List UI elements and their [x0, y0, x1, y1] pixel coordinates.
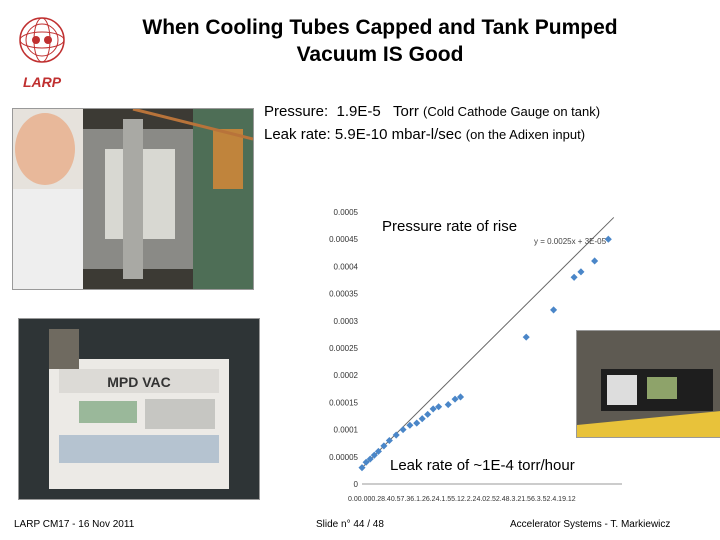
chart-data-point — [358, 464, 366, 472]
chart-x-tick-labels: 0.00.000.28.40.57.36.1.26.24.1.55.12.2.2… — [348, 496, 576, 503]
vacuum-info: Pressure: 1.9E-5 Torr (Cold Cathode Gaug… — [264, 100, 600, 146]
chart-annotation: Leak rate of ~1E-4 torr/hour — [390, 457, 575, 474]
chart-y-tick-label: 0.00045 — [329, 235, 358, 244]
chart-data-point — [577, 268, 585, 276]
magnet-photo — [12, 108, 254, 290]
svg-text:LARP: LARP — [23, 74, 62, 90]
slide-title-line1: When Cooling Tubes Capped and Tank Pumpe… — [142, 16, 618, 39]
pressure-label: Pressure: — [264, 103, 329, 120]
chart-trendline-label: y = 0.0025x + 3E-05 — [534, 237, 607, 246]
chart-data-point — [522, 333, 530, 341]
chart-data-point — [550, 306, 558, 314]
pressure-value: 1.9E-5 — [336, 103, 381, 120]
leak-label: Leak rate: — [264, 126, 331, 143]
chart-y-tick-label: 0.00005 — [329, 453, 358, 462]
chart-data-point — [424, 410, 432, 418]
chart-trendline — [361, 217, 615, 469]
gauge-photo — [576, 330, 720, 438]
chart-data-point — [444, 401, 452, 409]
chart-y-tick-label: 0.0001 — [334, 426, 359, 435]
slide-title: When Cooling Tubes Capped and Tank Pumpe… — [100, 14, 660, 68]
pressure-unit: Torr — [392, 103, 419, 120]
footer-center: Slide n° 44 / 48 — [316, 519, 384, 530]
chart-y-tick-label: 0.00015 — [329, 398, 358, 407]
leak-note: (on the Adixen input) — [465, 127, 586, 142]
chart-y-tick-label: 0 — [354, 480, 359, 489]
chart-data-point — [604, 235, 612, 243]
pressure-chart-svg: 0 0.00005 0.0001 0.00015 0.0002 0.00025 0.0003… — [329, 208, 622, 503]
chart-data-point — [413, 419, 421, 427]
chart-data-point — [399, 426, 407, 434]
pressure-chart: 0 0.00005 0.0001 0.00015 0.0002 0.00025 0.0003… — [312, 200, 672, 508]
pump-photo-graphic: MPD VAC — [19, 319, 259, 499]
pressure-line: Pressure: 1.9E-5 Torr (Cold Cathode Gaug… — [264, 100, 600, 123]
larp-logo: LARP — [14, 14, 70, 94]
chart-data-point — [392, 431, 400, 439]
chart-y-tick-label: 0.0005 — [334, 208, 359, 217]
chart-data-point — [429, 405, 437, 413]
chart-y-tick-label: 0.0003 — [334, 317, 359, 326]
larp-logo-graphic: LARP — [19, 17, 65, 90]
chart-title: Pressure rate of rise — [382, 218, 517, 235]
magnet-photo-graphic — [13, 109, 253, 289]
footer-left: LARP CM17 - 16 Nov 2011 — [14, 519, 135, 530]
chart-y-tick-label: 0.00025 — [329, 344, 358, 353]
svg-text:MPD VAC: MPD VAC — [107, 374, 171, 390]
gauge-photo-graphic — [577, 331, 720, 437]
chart-data-point — [370, 451, 378, 459]
slide-title-line2: Vacuum IS Good — [296, 43, 464, 66]
pump-photo: MPD VAC — [18, 318, 260, 500]
chart-y-tick-label: 0.0004 — [334, 262, 359, 271]
chart-data-point — [591, 257, 599, 265]
chart-y-tick-label: 0.00035 — [329, 290, 358, 299]
chart-y-tick-label: 0.0002 — [334, 371, 359, 380]
chart-data-point — [570, 273, 578, 281]
pressure-note: (Cold Cathode Gauge on tank) — [423, 104, 601, 119]
chart-data-point — [362, 458, 370, 466]
footer-right: Accelerator Systems - T. Markiewicz — [510, 519, 671, 530]
leak-value: 5.9E-10 mbar-l/sec — [334, 126, 462, 143]
chart-data-point — [418, 415, 426, 423]
leak-line: Leak rate: 5.9E-10 mbar-l/sec (on the Ad… — [264, 123, 600, 146]
